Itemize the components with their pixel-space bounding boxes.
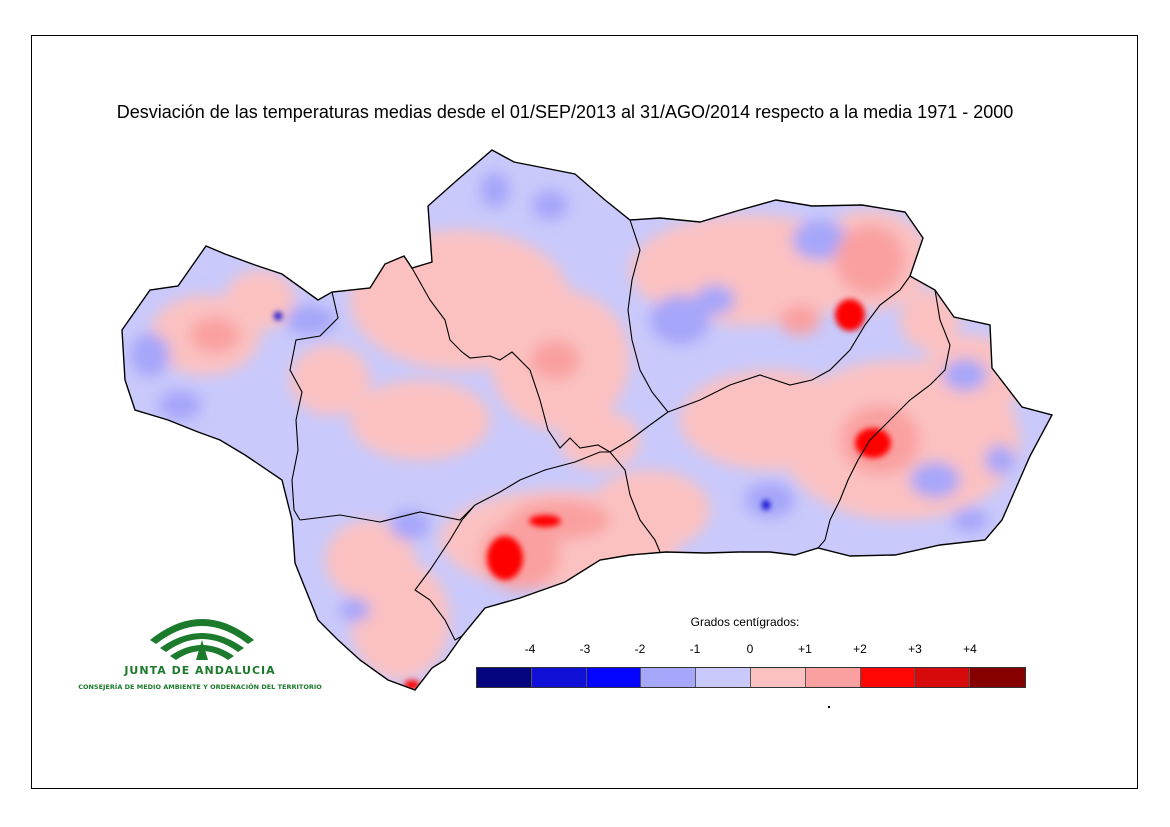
border-sevilla-malaga xyxy=(474,451,610,506)
border-sevilla-cadiz xyxy=(299,504,476,523)
legend-tick-label: +4 xyxy=(963,642,977,656)
stray-dot xyxy=(828,706,830,708)
legend-tick-label: -4 xyxy=(524,642,536,656)
legend-tick-label: 0 xyxy=(746,642,754,656)
border-jaen-granada xyxy=(667,275,911,413)
legend-tick-label: +3 xyxy=(908,642,922,656)
legend-swatch xyxy=(750,668,806,687)
border-cadiz-malaga xyxy=(414,504,476,641)
legend-swatch xyxy=(860,668,916,687)
legend-swatch xyxy=(696,668,751,687)
legend-tick-label: +1 xyxy=(798,642,812,656)
border-malaga-granada xyxy=(609,451,661,553)
legend-swatch xyxy=(477,668,532,687)
legend-tick-label: -1 xyxy=(689,642,701,656)
border-cordoba-sevilla xyxy=(411,267,611,453)
logo-arch-middle xyxy=(160,633,244,652)
logo-triangle xyxy=(196,640,208,660)
legend-swatch xyxy=(970,668,1025,687)
legend-swatch xyxy=(586,668,642,687)
legend-colorbar xyxy=(476,667,1026,688)
logo-name: JUNTA DE ANDALUCIA xyxy=(124,664,276,677)
legend-swatch xyxy=(915,668,971,687)
legend-tick-label: -2 xyxy=(634,642,646,656)
legend-title: Grados centígrados: xyxy=(690,615,800,629)
junta-andalucia-logo xyxy=(150,619,254,660)
legend-swatch xyxy=(805,668,861,687)
legend-swatch xyxy=(641,668,697,687)
logo-arch-outer xyxy=(150,619,254,644)
figure-frame xyxy=(31,35,1138,789)
legend-swatch xyxy=(531,668,587,687)
logo-arch-inner xyxy=(170,645,234,660)
map-title: Desviación de las temperaturas medias de… xyxy=(116,102,1014,122)
legend-tick-label: +2 xyxy=(853,642,867,656)
border-granada-almeria xyxy=(817,289,951,549)
border-cordoba-jaen xyxy=(627,219,669,413)
border-cordoba-granada xyxy=(609,411,669,453)
logo-subtitle: CONSEJERÍA DE MEDIO AMBIENTE Y ORDENACIÓ… xyxy=(78,683,322,691)
border-huelva-sevilla xyxy=(289,291,339,521)
legend-tick-label: -3 xyxy=(579,642,591,656)
province-borders xyxy=(289,219,951,641)
